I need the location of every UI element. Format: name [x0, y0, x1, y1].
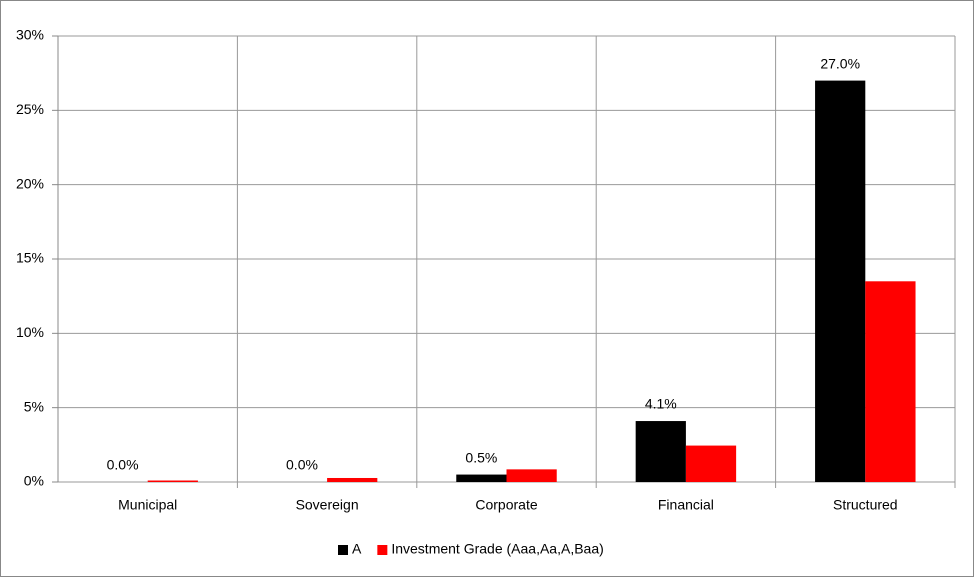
y-tick-label: 30%: [16, 27, 44, 43]
y-tick-label: 0%: [24, 473, 44, 489]
y-tick-label: 10%: [16, 324, 44, 340]
data-label: 0.0%: [107, 457, 139, 473]
x-tick-label: Sovereign: [296, 497, 359, 513]
data-label: 0.5%: [465, 449, 497, 465]
bar: [815, 80, 866, 482]
x-tick-label: Structured: [833, 497, 898, 513]
x-tick-label: Municipal: [118, 497, 177, 513]
x-tick-label: Corporate: [475, 497, 537, 513]
bar: [685, 445, 737, 482]
legend-label: Investment Grade (Aaa,Aa,A,Baa): [391, 541, 603, 557]
y-tick-label: 25%: [16, 101, 44, 117]
legend-swatch: [338, 545, 348, 555]
x-tick-label: Financial: [658, 497, 714, 513]
bar: [865, 281, 916, 482]
y-tick-label: 20%: [16, 175, 44, 191]
legend-label: A: [352, 541, 362, 557]
y-tick-label: 15%: [16, 250, 44, 266]
bar: [147, 480, 198, 482]
bar: [635, 421, 686, 482]
legend-swatch: [377, 545, 388, 555]
y-tick-label: 5%: [24, 398, 44, 414]
data-label: 4.1%: [645, 396, 677, 412]
data-label: 0.0%: [286, 457, 318, 473]
bar: [506, 469, 557, 482]
data-label: 27.0%: [820, 55, 860, 71]
bar: [456, 474, 507, 482]
bar: [327, 477, 378, 482]
